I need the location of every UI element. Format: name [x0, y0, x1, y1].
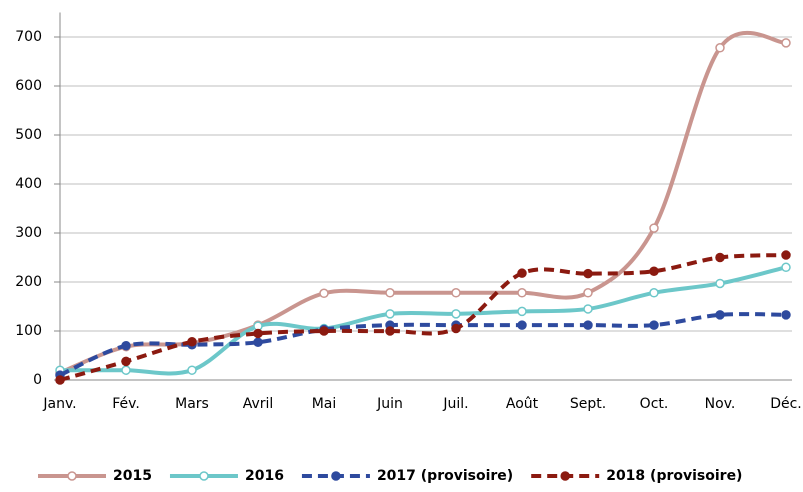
- point: [451, 309, 461, 319]
- point: [319, 288, 329, 299]
- point: [715, 278, 725, 289]
- point: [781, 250, 791, 260]
- point: [451, 288, 461, 298]
- point: [649, 320, 659, 330]
- point: [451, 323, 461, 334]
- point: [187, 337, 197, 347]
- y-tick-label: 300: [15, 225, 42, 241]
- series-line: [59, 253, 787, 382]
- series-line: [59, 265, 787, 376]
- x-tick-label: Déc.: [770, 396, 802, 412]
- point: [583, 304, 593, 314]
- point: [55, 375, 65, 385]
- point: [715, 310, 725, 320]
- point: [385, 309, 395, 319]
- point: [517, 288, 527, 298]
- x-tick-label: Août: [506, 396, 539, 412]
- point: [121, 356, 131, 367]
- y-tick-label: 0: [33, 372, 42, 388]
- point: [253, 337, 263, 348]
- y-tick-label: 100: [15, 323, 42, 339]
- legend-label: 2015: [113, 468, 152, 484]
- y-tick-label: 400: [15, 176, 42, 192]
- point: [385, 288, 395, 298]
- series-line: [59, 312, 787, 377]
- legend-label: 2016: [245, 468, 284, 484]
- point: [649, 288, 659, 298]
- y-tick-label: 500: [15, 127, 42, 143]
- y-tick-label: 700: [15, 29, 42, 45]
- point: [781, 38, 791, 48]
- point: [517, 306, 527, 317]
- x-tick-label: Juin: [376, 396, 403, 412]
- x-tick-label: Sept.: [570, 396, 606, 412]
- legend-marker: [199, 471, 209, 481]
- point: [649, 266, 659, 276]
- point: [583, 268, 593, 279]
- y-tick-label: 600: [15, 78, 42, 94]
- x-tick-label: Janv.: [42, 396, 76, 412]
- y-tick-label: 200: [15, 274, 42, 290]
- x-tick-label: Juil.: [442, 396, 468, 412]
- point: [121, 365, 131, 375]
- point: [715, 252, 725, 263]
- point: [517, 320, 527, 330]
- point: [583, 320, 593, 330]
- point: [385, 326, 395, 336]
- x-tick-label: Oct.: [640, 396, 669, 412]
- point: [781, 262, 791, 273]
- point: [187, 365, 197, 375]
- x-tick-label: Avril: [243, 396, 274, 412]
- point: [715, 43, 725, 53]
- point: [517, 268, 527, 278]
- x-tick-label: Mars: [175, 396, 209, 412]
- point: [121, 340, 131, 351]
- x-tick-label: Mai: [312, 396, 337, 412]
- legend-label: 2018 (provisoire): [606, 468, 742, 484]
- x-tick-label: Nov.: [705, 396, 736, 412]
- point: [319, 326, 329, 336]
- point: [253, 328, 263, 339]
- legend-marker: [331, 471, 341, 481]
- legend-marker: [67, 471, 77, 481]
- point: [649, 223, 659, 233]
- legend-label: 2017 (provisoire): [377, 468, 513, 484]
- point: [781, 310, 791, 320]
- x-tick-label: Fév.: [112, 396, 140, 412]
- legend-marker: [560, 471, 570, 481]
- point: [583, 288, 593, 298]
